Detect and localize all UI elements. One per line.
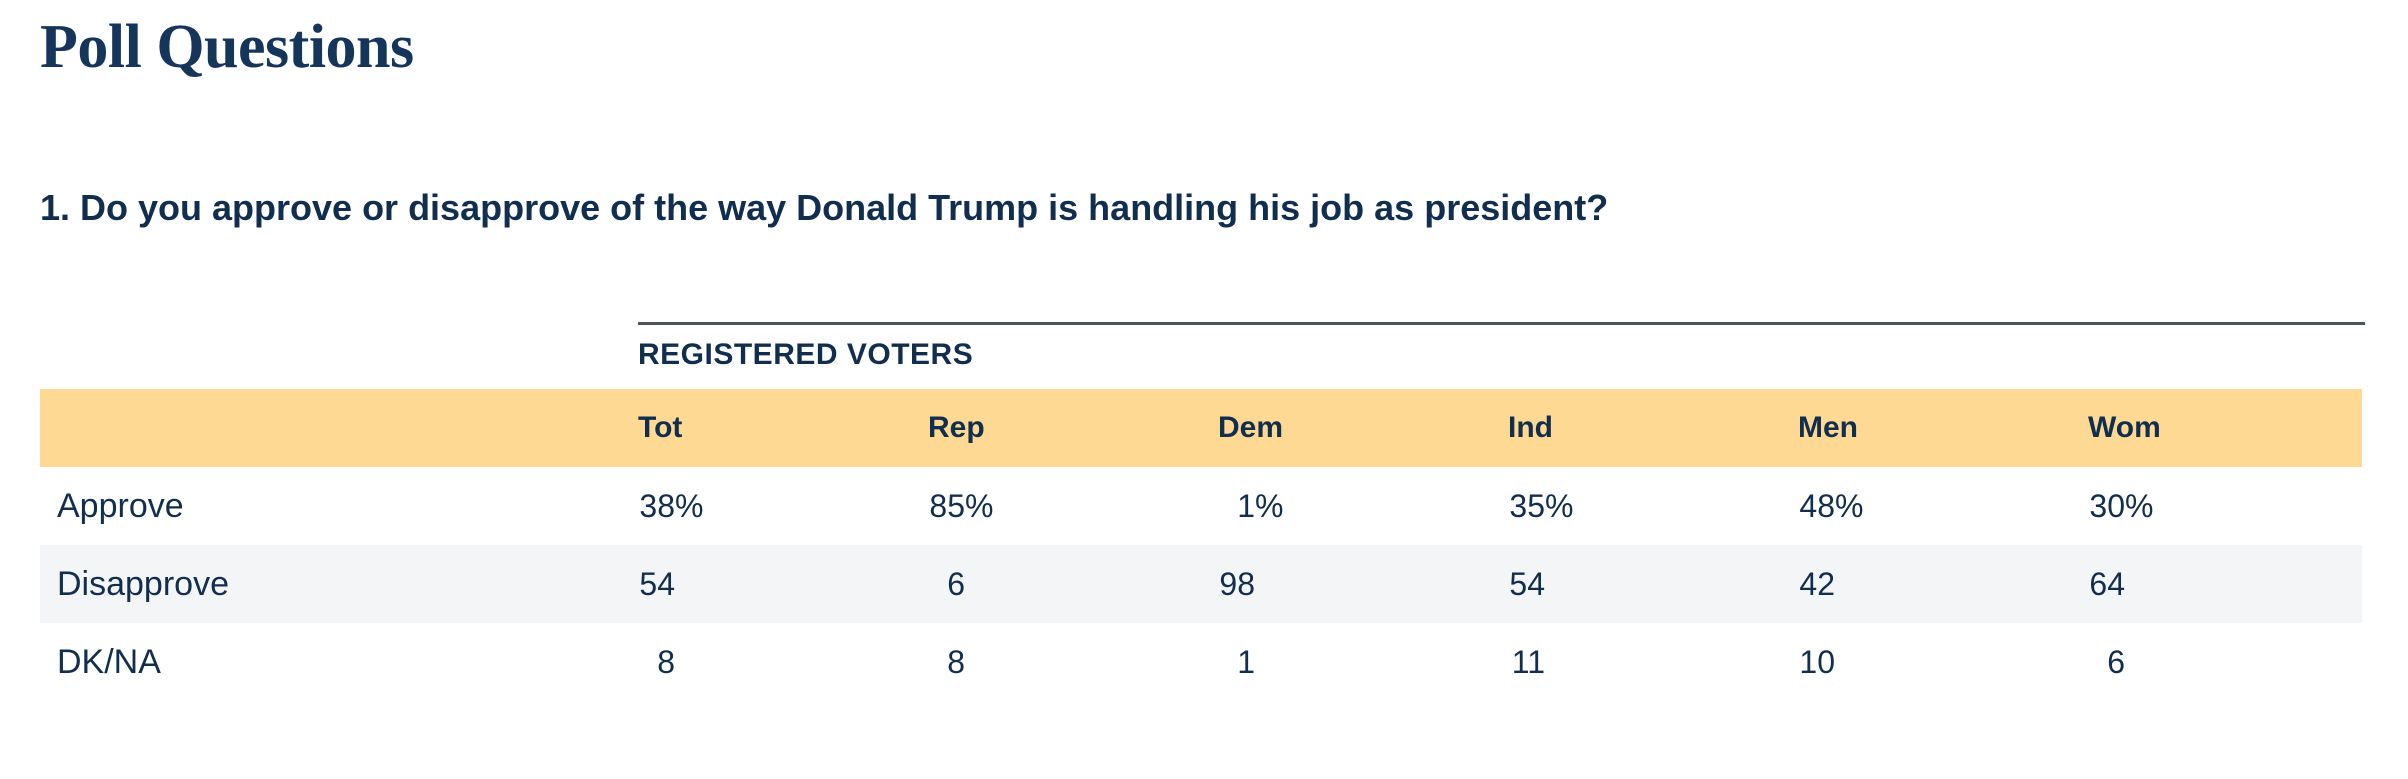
cell-value: 54: [622, 545, 912, 623]
column-header-empty: [40, 389, 622, 467]
row-label: Approve: [57, 486, 184, 525]
cell-value: 54: [1492, 545, 1782, 623]
group-header-label: REGISTERED VOTERS: [638, 338, 974, 372]
cell-number: 8: [947, 643, 965, 680]
table-row-approve: Approve 38% 85% 1% 35% 48% 30%: [40, 467, 2362, 545]
registered-voters-section: REGISTERED VOTERS: [638, 322, 2365, 373]
cell-suffix: %: [2125, 487, 2154, 524]
cell-suffix: %: [1835, 487, 1864, 524]
column-header-wom: Wom: [2088, 411, 2161, 445]
cell-value: 10: [1782, 623, 2072, 701]
cell-number: 6: [947, 565, 965, 602]
cell-value: 42: [1782, 545, 2072, 623]
cell-number: 1: [1237, 643, 1255, 680]
cell-number: 6: [2107, 643, 2125, 680]
cell-value: 6: [2072, 623, 2362, 701]
cell-number: 10: [1799, 643, 1835, 680]
cell-suffix: %: [675, 487, 704, 524]
column-header-men: Men: [1798, 411, 1858, 445]
cell-number: 48: [1799, 487, 1835, 524]
cell-value: 11: [1492, 623, 1782, 701]
column-header-rep: Rep: [928, 411, 985, 445]
column-header-ind: Ind: [1508, 411, 1553, 445]
cell-number: 30: [2089, 487, 2125, 524]
cell-value: 8: [622, 623, 912, 701]
cell-number: 54: [1509, 565, 1545, 602]
cell-value: 30%: [2072, 467, 2362, 545]
cell-number: 1: [1237, 487, 1255, 524]
cell-number: 64: [2089, 565, 2125, 602]
cell-value: 98: [1202, 545, 1492, 623]
cell-value: 48%: [1782, 467, 2072, 545]
page-title: Poll Questions: [40, 13, 414, 81]
row-label: Disapprove: [57, 564, 229, 603]
poll-question-text: 1. Do you approve or disapprove of the w…: [40, 187, 1609, 229]
cell-value: 1: [1202, 623, 1492, 701]
cell-value: 8: [912, 623, 1202, 701]
column-header-row: Tot Rep Dem Ind Men Wom: [40, 389, 2362, 468]
cell-value: 85%: [912, 467, 1202, 545]
cell-number: 38: [639, 487, 675, 524]
cell-number: 85: [929, 487, 965, 524]
table-row-disapprove: Disapprove 54 6 98 54 42 64: [40, 545, 2362, 624]
cell-value: 35%: [1492, 467, 1782, 545]
cell-number: 8: [657, 643, 675, 680]
column-header-dem: Dem: [1218, 411, 1284, 445]
column-header-tot: Tot: [638, 411, 683, 445]
cell-suffix: %: [965, 487, 994, 524]
table-row-dkna: DK/NA 8 8 1 11 10 6: [40, 623, 2362, 701]
cell-value: 6: [912, 545, 1202, 623]
cell-number: 35: [1509, 487, 1545, 524]
cell-number: 98: [1219, 565, 1255, 602]
cell-suffix: %: [1255, 487, 1284, 524]
poll-results-table: Tot Rep Dem Ind Men Wom Approve 38% 85% …: [40, 389, 2362, 701]
cell-value: 1%: [1202, 467, 1492, 545]
cell-number: 11: [1511, 643, 1545, 680]
cell-value: 64: [2072, 545, 2362, 623]
cell-number: 54: [639, 565, 675, 602]
cell-suffix: %: [1545, 487, 1574, 524]
row-label: DK/NA: [57, 642, 161, 681]
cell-value: 38%: [622, 467, 912, 545]
cell-number: 42: [1799, 565, 1835, 602]
